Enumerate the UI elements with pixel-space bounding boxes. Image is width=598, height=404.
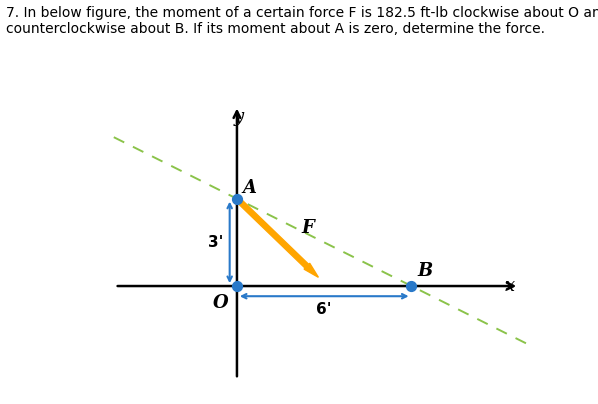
Text: B: B	[417, 262, 432, 280]
Text: A: A	[243, 179, 257, 197]
Text: x: x	[505, 277, 515, 295]
Point	[232, 283, 242, 289]
Text: 7. In below figure, the moment of a certain force F is 182.5 ft-lb clockwise abo: 7. In below figure, the moment of a cert…	[6, 6, 598, 20]
Text: y: y	[233, 108, 243, 126]
Point	[232, 196, 242, 202]
Text: 6': 6'	[316, 302, 332, 317]
FancyArrow shape	[235, 197, 318, 277]
Text: 3': 3'	[209, 235, 224, 250]
Text: F: F	[301, 219, 314, 237]
Text: O: O	[213, 294, 228, 312]
Text: counterclockwise about B. If its moment about A is zero, determine the force.: counterclockwise about B. If its moment …	[6, 22, 545, 36]
Point	[407, 283, 416, 289]
